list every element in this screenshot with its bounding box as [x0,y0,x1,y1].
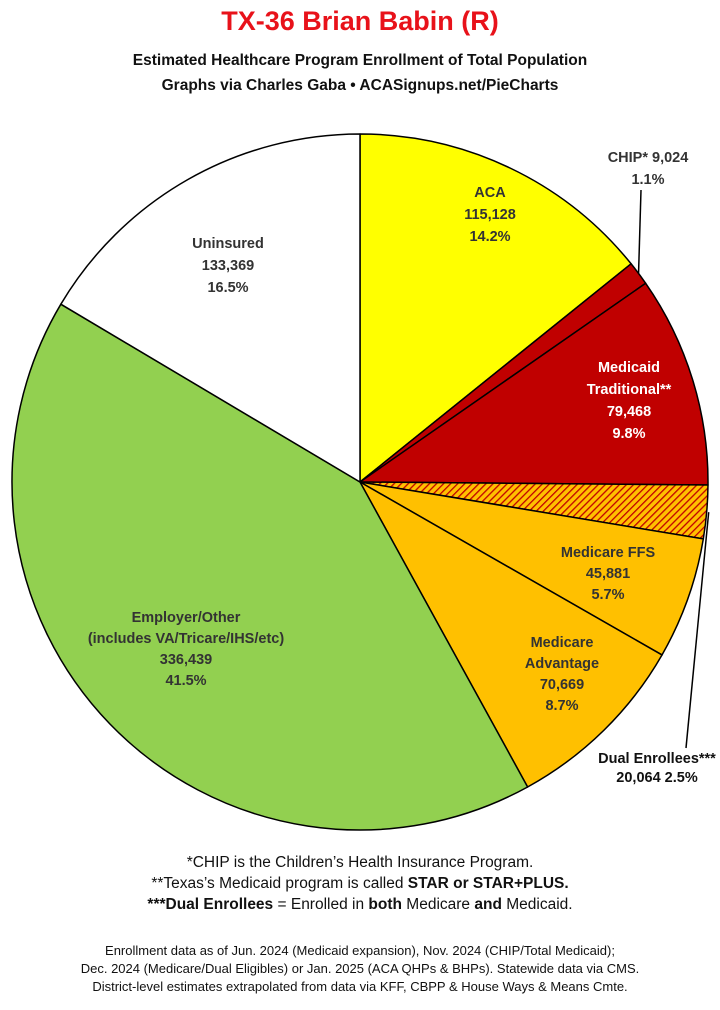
pie-labels: ACA 115,128 14.2% CHIP* 9,024 1.1% Medicaid Tr… [88,150,716,786]
label-line: CHIP* 9,024 [608,150,689,166]
label-medicare-adv: Medicare Advantage 70,669 8.7% [525,635,599,714]
label-line: 9.8% [612,426,645,442]
label-line: 41.5% [165,673,206,689]
label-line: 16.5% [207,280,248,296]
leader-lines [637,189,710,749]
label-line: 8.7% [545,698,578,714]
chart-title: TX-36 Brian Babin (R) [221,6,499,36]
source-note: Enrollment data as of Jun. 2024 (Medicai… [0,942,720,996]
label-line: 115,128 [464,207,516,223]
label-line: 133,369 [202,258,254,274]
pie-slices [11,133,709,831]
label-line: 14.2% [469,229,510,245]
label-line: Medicaid [598,360,660,376]
label-line: Uninsured [192,236,264,252]
label-line: 79,468 [607,404,651,420]
label-line: 20,064 2.5% [616,770,698,786]
chip-leader-line [637,189,642,274]
label-line: 5.7% [591,587,624,603]
chip-footnote: *CHIP is the Children’s Health Insurance… [186,854,534,871]
label-medicaid: Medicaid Traditional** 79,468 9.8% [587,360,672,442]
pie-slice-aca [359,133,632,483]
label-chip: CHIP* 9,024 1.1% [608,150,689,188]
footnotes: *CHIP is the Children’s Health Insurance… [0,852,720,915]
label-line: Employer/Other [132,610,241,626]
label-line: Dual Enrollees*** [598,751,716,767]
label-line: Advantage [525,656,599,672]
label-aca: ACA 115,128 14.2% [464,185,516,245]
pie-chart: ACA 115,128 14.2% CHIP* 9,024 1.1% Medicaid Tr… [11,133,716,831]
pie-slice-medicaid-traditional [359,282,709,486]
label-line: 70,669 [540,677,584,693]
pie-slice-employer-other-includes-va-tricare-ihs-etc [11,303,529,831]
source-line-1: Enrollment data as of Jun. 2024 (Medicai… [105,943,615,958]
medicaid-footnote: **Texas’s Medicaid program is called STA… [151,875,569,892]
label-employer: Employer/Other (includes VA/Tricare/IHS/e… [88,610,285,689]
label-line: Medicare FFS [561,545,656,561]
label-line: 336,439 [160,652,212,668]
label-dual: Dual Enrollees*** 20,064 2.5% [598,751,716,786]
label-line: Traditional** [587,382,672,398]
label-line: Medicare [531,635,594,651]
pie-slice-medicare-advantage [359,481,663,788]
chart-subtitle: Estimated Healthcare Program Enrollment … [132,52,588,69]
label-line: (includes VA/Tricare/IHS/etc) [88,631,285,647]
label-medicare-ffs: Medicare FFS 45,881 5.7% [561,545,656,603]
label-line: 45,881 [586,566,630,582]
dual-leader-line [685,512,710,749]
chart-credit: Graphs via Charles Gaba • ACASignups.net… [161,77,559,94]
source-line-2: Dec. 2024 (Medicare/Dual Eligibles) or J… [80,961,640,976]
dual-footnote: ***Dual Enrollees = Enrolled in both Med… [147,896,573,913]
label-line: ACA [474,185,506,201]
label-line: 1.1% [631,172,664,188]
pie-slice-uninsured [60,133,361,483]
source-line-3: District-level estimates extrapolated fr… [92,979,628,994]
label-uninsured: Uninsured 133,369 16.5% [192,236,264,296]
